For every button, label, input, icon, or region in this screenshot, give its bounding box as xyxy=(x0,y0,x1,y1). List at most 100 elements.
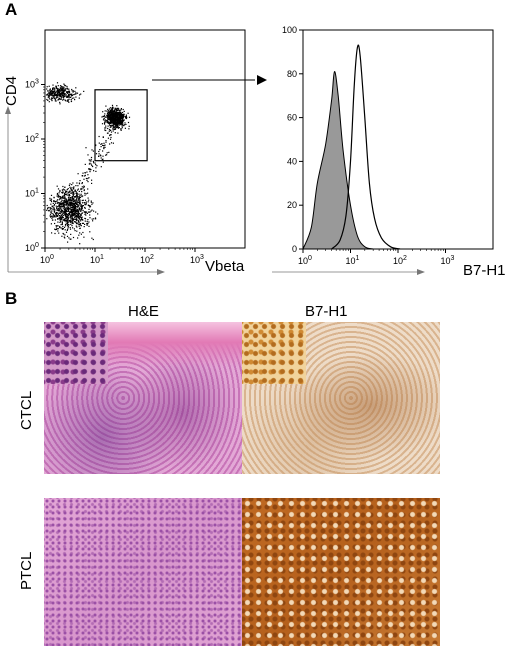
scatter-point-1754 xyxy=(113,123,115,125)
scatter-point-1190 xyxy=(53,96,55,98)
scatter-point-339 xyxy=(76,195,78,197)
scatter-point-825 xyxy=(46,204,48,207)
scatter-point-318 xyxy=(54,228,56,230)
scatter-point-1890 xyxy=(116,119,118,121)
scatter-point-448 xyxy=(72,199,74,201)
scatter-point-1939 xyxy=(109,138,112,140)
scatter-point-453 xyxy=(89,231,91,233)
scatter-point-951 xyxy=(76,92,79,94)
scatter-point-128 xyxy=(69,228,72,230)
scatter-point-1875 xyxy=(112,112,114,114)
scatter-point-730 xyxy=(75,218,78,220)
scatter-point-666 xyxy=(67,188,69,190)
scatter-point-1788 xyxy=(118,114,120,116)
scatter-point-2 xyxy=(92,220,94,222)
scatter-point-543 xyxy=(62,206,64,208)
scatter-point-459 xyxy=(82,222,84,224)
scatter-plot: 100 101 102 103 100 101 102 103 xyxy=(5,29,255,275)
scatter-point-112 xyxy=(76,197,78,199)
scatter-point-1867 xyxy=(124,116,126,118)
scatter-point-522 xyxy=(54,202,57,204)
scatter-point-1825 xyxy=(112,114,114,116)
scatter-point-388 xyxy=(73,207,75,210)
scatter-point-1133 xyxy=(71,97,73,99)
scatter-point-314 xyxy=(63,212,65,214)
scatter-point-243 xyxy=(64,237,66,239)
scatter-point-559 xyxy=(69,220,71,222)
scatter-point-696 xyxy=(59,217,61,219)
scatter-point-1892 xyxy=(112,130,114,132)
scatter-point-808 xyxy=(72,213,74,215)
scatter-point-589 xyxy=(62,190,64,192)
scatter-point-739 xyxy=(64,229,66,231)
scatter-point-231 xyxy=(67,220,69,222)
scatter-point-1914 xyxy=(89,171,91,173)
scatter-point-630 xyxy=(65,209,67,211)
scatter-point-97 xyxy=(81,208,83,210)
scatter-point-2017 xyxy=(93,170,95,172)
scatter-point-1111 xyxy=(48,96,50,98)
scatter-point-2046 xyxy=(88,168,90,170)
scatter-point-1986 xyxy=(81,188,83,190)
scatter-point-466 xyxy=(64,208,66,210)
scatter-point-62 xyxy=(83,226,85,228)
scatter-point-19 xyxy=(57,228,59,230)
scatter-point-841 xyxy=(81,207,83,209)
scatter-point-1782 xyxy=(109,116,111,118)
scatter-point-678 xyxy=(74,216,76,218)
scatter-point-1918 xyxy=(114,132,116,134)
scatter-point-874 xyxy=(61,199,63,201)
scatter-point-2043 xyxy=(81,199,83,202)
scatter-point-1170 xyxy=(51,100,53,102)
scatter-point-720 xyxy=(77,198,80,200)
scatter-point-1308 xyxy=(111,107,113,109)
scatter-point-650 xyxy=(62,232,64,235)
scatter-point-858 xyxy=(81,212,83,214)
scatter-point-697 xyxy=(79,200,81,202)
scatter-point-727 xyxy=(87,197,89,199)
scatter-point-839 xyxy=(57,214,59,217)
scatter-point-53 xyxy=(58,192,60,194)
scatter-point-1117 xyxy=(48,92,50,94)
scatter-point-99 xyxy=(82,199,84,201)
scatter-point-1959 xyxy=(106,154,108,156)
scatter-point-795 xyxy=(81,218,83,221)
scatter-point-518 xyxy=(87,204,90,206)
scatter-point-1816 xyxy=(115,118,117,120)
scatter-point-514 xyxy=(58,212,61,214)
scatter-point-219 xyxy=(77,205,79,207)
scatter-point-1726 xyxy=(110,117,112,119)
scatter-point-1707 xyxy=(110,125,112,127)
scatter-point-2001 xyxy=(76,196,78,198)
scatter-point-982 xyxy=(59,88,61,90)
scatter-point-1883 xyxy=(108,112,110,114)
scatter-point-814 xyxy=(73,209,75,211)
scatter-point-1193 xyxy=(58,91,60,93)
scatter-point-1672 xyxy=(107,120,109,122)
scatter-point-1254 xyxy=(111,104,114,106)
scatter-point-1868 xyxy=(106,114,109,116)
scatter-point-2051 xyxy=(100,146,102,148)
scatter-point-2041 xyxy=(110,131,113,133)
scatter-point-1879 xyxy=(120,115,123,117)
scatter-point-746 xyxy=(73,204,75,206)
scatter-point-418 xyxy=(60,208,62,210)
scatter-point-79 xyxy=(80,206,82,208)
scatter-point-1891 xyxy=(120,117,122,119)
scatter-point-1834 xyxy=(117,109,119,112)
scatter-point-942 xyxy=(68,88,70,90)
scatter-point-0 xyxy=(64,199,66,201)
scatter-point-561 xyxy=(49,199,51,201)
scatter-point-1596 xyxy=(102,119,105,121)
scatter-point-1910 xyxy=(115,127,117,129)
scatter-point-1859 xyxy=(116,126,118,128)
scatter-point-1137 xyxy=(62,94,64,96)
scatter-point-1603 xyxy=(122,111,124,114)
scatter-point-948 xyxy=(65,89,67,91)
scatter-point-1168 xyxy=(75,87,77,89)
scatter-point-1741 xyxy=(126,116,128,119)
scatter-point-114 xyxy=(61,191,63,194)
scatter-point-1142 xyxy=(67,88,69,90)
scatter-point-915 xyxy=(55,100,57,102)
scatter-point-1108 xyxy=(49,89,51,91)
